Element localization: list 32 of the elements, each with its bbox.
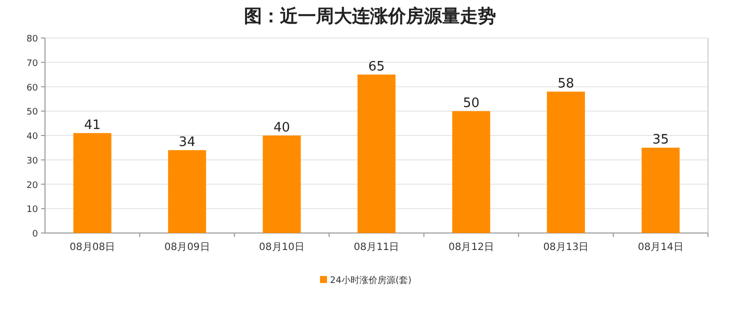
x-tick-label: 08月08日 [70,242,116,253]
data-label: 35 [652,132,669,148]
x-tick-label: 08月13日 [543,242,589,253]
bar [642,148,680,233]
bar [358,74,396,233]
legend-label: 24小时涨价房源(套) [330,275,412,286]
data-label: 50 [462,96,480,112]
y-tick-label: 40 [26,132,38,142]
y-tick-label: 60 [26,83,38,94]
data-label: 34 [178,135,196,150]
y-tick-label: 50 [26,108,38,118]
y-tick-label: 20 [26,180,38,191]
data-label: 65 [368,60,385,75]
x-tick-label: 08月14日 [638,242,684,253]
data-label: 41 [84,118,101,134]
bar [452,111,490,233]
x-tick-label: 08月09日 [164,242,210,253]
x-tick-label: 08月12日 [448,242,494,253]
bar [73,133,112,233]
y-tick-label: 0 [32,230,38,240]
bar [168,150,206,233]
data-label: 40 [274,120,290,136]
bar [546,92,585,233]
y-tick-label: 10 [26,205,38,216]
x-tick-label: 08月11日 [354,242,400,253]
bar [262,136,301,233]
data-label: 58 [558,76,574,92]
chart-title: 图：近一周大连涨价房源量走势 [244,6,496,27]
y-tick-label: 70 [26,58,38,69]
x-tick-label: 08月10日 [259,242,305,253]
y-tick-label: 80 [26,34,38,44]
y-tick-label: 30 [26,156,38,166]
